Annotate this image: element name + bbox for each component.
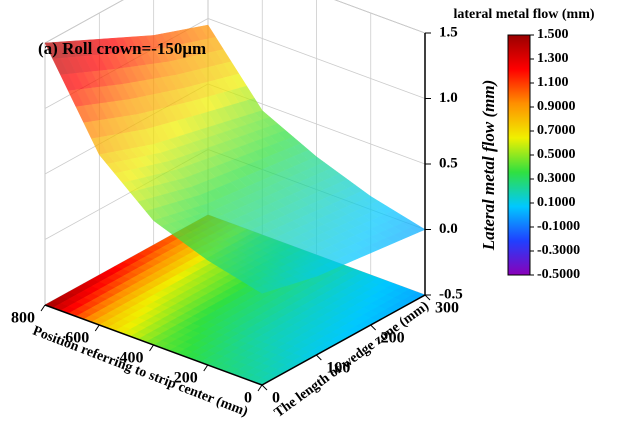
x-tick-label: 0	[244, 390, 252, 407]
tick-mark	[257, 384, 263, 392]
y-tick-label: 100	[326, 360, 350, 377]
colorbar-tick-label: -0.3000	[537, 243, 580, 258]
tick-mark	[261, 384, 268, 391]
y-tick-label: 200	[381, 330, 405, 347]
colorbar-tick-label: 1.100	[537, 75, 569, 90]
colorbar-tick-label: 0.5000	[537, 147, 576, 162]
z-tick-label: 0.0	[439, 221, 458, 237]
colorbar-tick-label: 1.500	[537, 27, 569, 42]
tick-mark	[94, 324, 100, 332]
colorbar-tick-label: 0.7000	[537, 123, 576, 138]
chart-title: (a) Roll crown=-150μm	[38, 39, 206, 58]
y-tick-label: 300	[435, 300, 459, 317]
x-tick-label: 800	[11, 310, 35, 327]
colorbar-tick-label: 0.9000	[537, 99, 576, 114]
x-tick-label: 200	[174, 370, 198, 387]
colorbar-title: lateral metal flow (mm)	[453, 7, 594, 22]
x-tick-label: 400	[120, 350, 144, 367]
axis-line	[44, 33, 426, 386]
colorbar	[507, 34, 531, 276]
tick-mark	[424, 294, 431, 301]
tick-mark	[40, 304, 46, 312]
z-tick-label: -0.5	[439, 286, 463, 302]
z-tick-label: 0.5	[439, 155, 458, 171]
tick-mark	[370, 324, 377, 331]
z-tick-label: 1.5	[439, 24, 458, 40]
y-tick-label: 0	[272, 390, 280, 407]
z-tick-label: 1.0	[439, 90, 458, 106]
tick-mark	[315, 354, 322, 361]
x-tick-label: 600	[65, 330, 89, 347]
z-axis-label: Lateral metal flow (mm)	[479, 80, 498, 251]
colorbar-tick-label: 0.3000	[537, 171, 576, 186]
colorbar-tick-label: 0.1000	[537, 195, 576, 210]
colorbar-tick-label: 1.300	[537, 51, 569, 66]
surface-cell	[253, 285, 271, 294]
tick-mark	[203, 364, 209, 372]
tick-mark	[149, 344, 154, 352]
colorbar-tick-label: -0.5000	[537, 267, 580, 282]
colorbar-tick-label: -0.1000	[537, 219, 580, 234]
